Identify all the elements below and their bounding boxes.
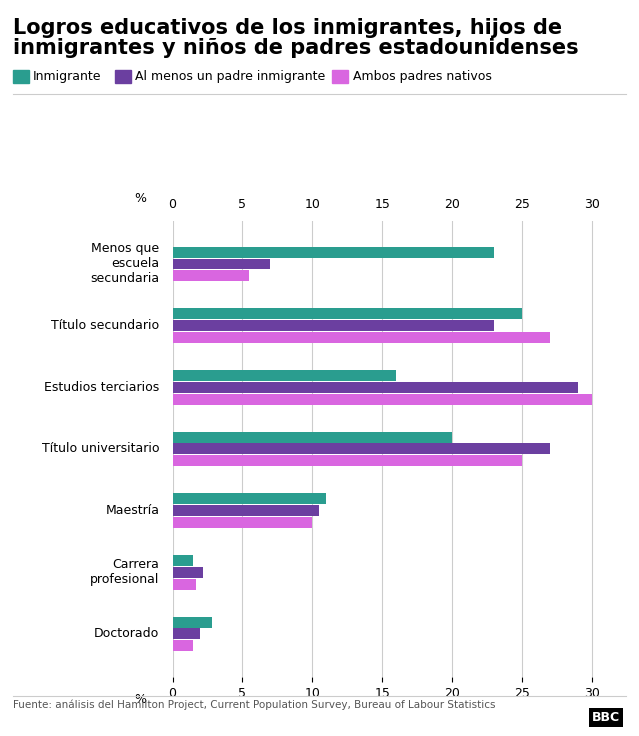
Text: Fuente: análisis del Hamilton Project, Current Population Survey, Bureau of Labo: Fuente: análisis del Hamilton Project, C… <box>13 699 495 710</box>
Bar <box>173 370 396 381</box>
Bar <box>173 247 494 258</box>
Bar <box>173 308 522 319</box>
Bar <box>173 258 270 269</box>
Bar <box>173 578 196 590</box>
Text: Al menos un padre inmigrante: Al menos un padre inmigrante <box>135 70 326 83</box>
Bar <box>173 444 550 454</box>
Text: %: % <box>135 192 146 205</box>
Bar <box>173 517 312 528</box>
Bar <box>173 456 522 467</box>
Text: %: % <box>135 693 146 706</box>
Bar <box>173 617 212 628</box>
Bar <box>173 332 550 343</box>
Bar <box>173 320 494 331</box>
Bar <box>173 493 327 504</box>
Bar <box>173 505 320 516</box>
Text: BBC: BBC <box>592 711 620 724</box>
Bar <box>173 629 201 640</box>
Bar <box>173 394 592 405</box>
Bar <box>173 640 194 651</box>
Bar <box>173 555 194 566</box>
Bar <box>173 431 452 442</box>
Text: Logros educativos de los inmigrantes, hijos de: Logros educativos de los inmigrantes, hi… <box>13 18 562 38</box>
Bar <box>173 567 203 578</box>
Text: Ambos padres nativos: Ambos padres nativos <box>353 70 491 83</box>
Bar <box>173 270 249 281</box>
Text: inmigrantes y niños de padres estadounidenses: inmigrantes y niños de padres estadounid… <box>13 38 578 58</box>
Bar <box>173 382 578 393</box>
Text: Inmigrante: Inmigrante <box>33 70 102 83</box>
